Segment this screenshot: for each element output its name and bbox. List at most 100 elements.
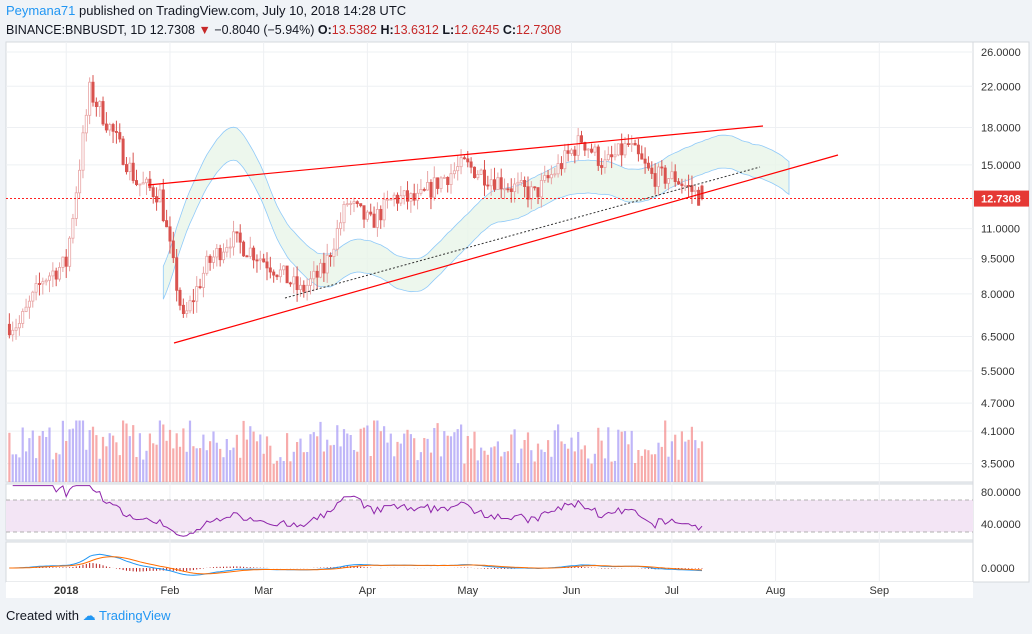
candle <box>560 163 564 170</box>
volume-bar <box>674 434 677 482</box>
volume-bar <box>423 438 426 482</box>
volume-bar <box>610 461 613 482</box>
volume-bar <box>91 426 95 482</box>
time-scale[interactable] <box>6 582 973 598</box>
volume-bar <box>684 441 687 482</box>
candle <box>576 135 580 156</box>
volume-bar <box>168 429 172 482</box>
candle <box>278 269 282 278</box>
volume-bar <box>185 451 188 482</box>
lower-trendline[interactable] <box>173 154 839 344</box>
price-scale[interactable] <box>972 41 1030 583</box>
volume-bar <box>463 463 466 482</box>
candle <box>422 188 426 191</box>
price-pane[interactable] <box>5 41 974 483</box>
time-tick-label: Jul <box>665 585 679 597</box>
price-tick-label: 22.0000 <box>981 81 1021 93</box>
candle <box>462 157 466 160</box>
volume-bar <box>165 440 168 482</box>
price-tick-label: 3.5000 <box>981 459 1015 471</box>
volume-bar <box>152 443 155 482</box>
candle <box>235 231 239 234</box>
candle <box>412 193 416 201</box>
candle <box>596 146 600 166</box>
volume-bar <box>272 463 275 482</box>
volume-bar <box>383 426 386 482</box>
grid <box>6 42 973 582</box>
candle <box>11 329 15 336</box>
candle <box>134 180 138 185</box>
candle <box>84 114 88 134</box>
volume-bar <box>536 443 540 482</box>
volume-bar <box>473 431 476 482</box>
candle <box>616 143 620 156</box>
price-tick-label: 4.1000 <box>981 426 1015 438</box>
volume-bar <box>135 457 138 482</box>
volume-bar <box>195 448 198 482</box>
candle <box>104 123 108 131</box>
volume-bar <box>664 420 667 482</box>
candle <box>51 270 55 277</box>
candle <box>566 150 570 154</box>
volume-bar <box>65 441 68 482</box>
trendlines[interactable] <box>6 125 973 344</box>
volume-bar <box>182 428 185 482</box>
volume-bar <box>433 428 436 482</box>
candle <box>697 189 701 206</box>
volume-bar <box>342 429 346 482</box>
macd-pane[interactable] <box>5 541 974 583</box>
candle <box>252 247 256 261</box>
volume-bar <box>235 434 238 482</box>
candle <box>201 272 205 288</box>
volume-bar <box>75 420 78 482</box>
candle <box>218 247 222 261</box>
candle <box>268 267 272 273</box>
volume-bar <box>252 431 255 482</box>
volume-bar <box>275 460 279 482</box>
volume-bar <box>199 448 202 482</box>
volume-bar <box>677 459 680 482</box>
candle <box>325 254 329 274</box>
volume-bar <box>597 427 600 482</box>
candle <box>41 281 45 285</box>
candle <box>436 177 440 189</box>
candle <box>506 188 510 191</box>
volume-bar <box>98 458 101 482</box>
volume-bar <box>553 430 556 482</box>
candle <box>442 176 446 179</box>
volume-bar <box>403 433 406 482</box>
tradingview-brand[interactable]: TradingView <box>99 608 171 623</box>
volume-bar <box>650 454 653 482</box>
volume-bar <box>654 454 657 482</box>
volume-bar <box>242 420 245 482</box>
volume-bar <box>265 436 269 482</box>
volume-bar <box>476 460 479 482</box>
volume-bar <box>282 461 285 482</box>
candle <box>459 157 463 168</box>
volume-bar <box>132 425 135 482</box>
volume-bar <box>158 420 161 482</box>
candle <box>392 194 396 200</box>
candle <box>78 169 82 194</box>
volume-bar <box>21 427 24 482</box>
candle <box>108 124 112 131</box>
candle <box>221 251 225 261</box>
upper-trendline[interactable] <box>147 125 764 186</box>
candle <box>549 174 553 179</box>
volume-bar <box>399 443 402 482</box>
candle <box>492 179 496 190</box>
candle <box>64 256 68 267</box>
volume-bar <box>607 427 610 482</box>
volume-bar <box>603 458 607 482</box>
candle <box>503 188 507 191</box>
candle <box>700 185 704 200</box>
candle <box>58 266 62 280</box>
signal-line <box>9 556 703 575</box>
candle <box>395 194 399 204</box>
volume-bar <box>617 429 620 482</box>
candle <box>61 256 65 268</box>
volume-bar <box>376 420 379 482</box>
author-link[interactable]: Peymana71 <box>6 3 76 18</box>
volume-bar <box>523 440 526 482</box>
